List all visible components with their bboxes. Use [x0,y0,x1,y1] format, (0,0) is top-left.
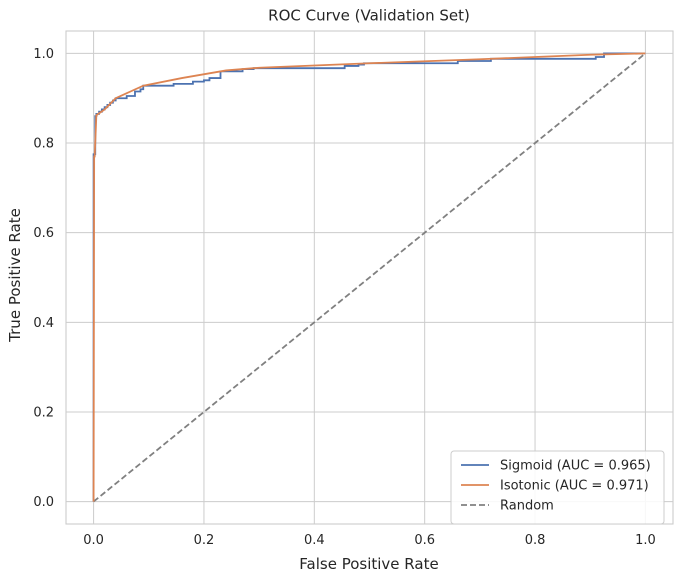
plot-area-frame [65,30,674,525]
y-tick-label: 0.0 [33,495,54,510]
chart-title: ROC Curve (Validation Set) [268,7,470,25]
x-axis-label: False Positive Rate [299,555,438,573]
legend-label-random: Random [500,499,554,514]
y-tick-label: 0.2 [33,405,54,420]
x-tick-labels: 0.0 0.2 0.4 0.6 0.8 1.0 [83,533,656,548]
legend-label-isotonic: Isotonic (AUC = 0.971) [500,479,649,494]
y-axis-label: True Positive Rate [6,208,24,343]
random-baseline-layer [93,52,646,503]
legend-label-sigmoid: Sigmoid (AUC = 0.965) [500,459,651,474]
grid-lines [66,31,673,524]
series-layer [92,52,646,502]
y-tick-labels: 0.0 0.2 0.4 0.6 0.8 1.0 [33,47,54,510]
y-tick-label: 1.0 [33,47,54,62]
x-tick-label: 0.2 [194,533,215,548]
x-tick-label: 0.6 [414,533,435,548]
x-tick-label: 0.4 [304,533,325,548]
x-tick-label: 1.0 [635,533,656,548]
y-tick-label: 0.8 [33,137,54,152]
isotonic-roc-curve [92,52,646,502]
y-tick-label: 0.4 [33,316,54,331]
legend: Sigmoid (AUC = 0.965) Isotonic (AUC = 0.… [450,450,665,525]
x-tick-label: 0.0 [83,533,104,548]
x-tick-label: 0.8 [525,533,546,548]
y-tick-label: 0.6 [33,226,54,241]
random-baseline-line [93,52,646,503]
legend-box [450,450,665,525]
